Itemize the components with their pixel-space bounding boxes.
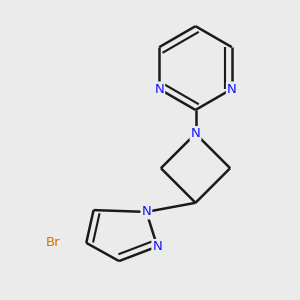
Text: N: N <box>154 82 164 95</box>
Text: N: N <box>142 206 151 218</box>
Text: N: N <box>190 127 200 140</box>
Text: N: N <box>152 240 162 253</box>
Text: Br: Br <box>46 236 61 249</box>
Text: N: N <box>227 82 237 95</box>
